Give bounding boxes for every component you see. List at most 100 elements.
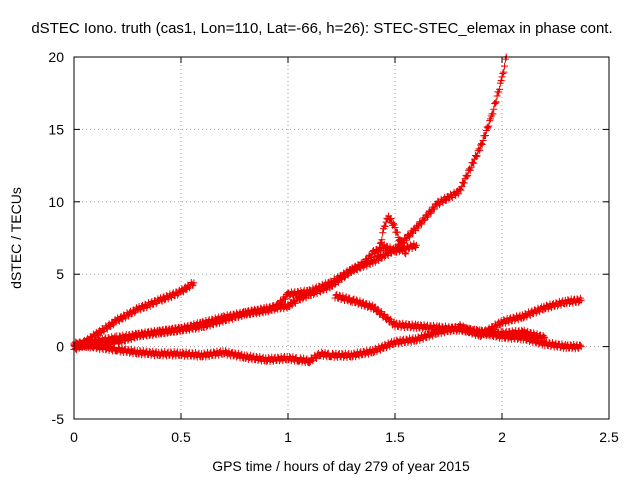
data-point — [475, 145, 483, 153]
data-point — [540, 333, 548, 341]
data-point — [577, 343, 585, 351]
data-point — [477, 140, 485, 148]
y-tick-label: 15 — [48, 121, 64, 137]
data-point — [491, 99, 499, 107]
data-point — [397, 237, 405, 245]
data-point — [472, 153, 480, 161]
data-point — [576, 341, 584, 349]
data-point — [492, 322, 500, 330]
data-point — [496, 85, 504, 93]
data-point — [182, 286, 190, 294]
data-point — [457, 186, 465, 194]
data-point — [118, 315, 126, 323]
data-series-7 — [455, 321, 549, 343]
data-point — [387, 215, 395, 223]
data-point — [381, 223, 389, 231]
y-tick-label: 10 — [48, 194, 64, 210]
data-point — [490, 105, 498, 113]
data-point — [188, 280, 196, 288]
data-point — [476, 146, 484, 154]
data-point — [379, 229, 387, 237]
data-point — [402, 250, 410, 258]
data-point — [477, 141, 485, 149]
data-point — [497, 77, 505, 85]
data-point — [478, 140, 486, 148]
plot-frame — [73, 56, 610, 420]
y-tick-label: -5 — [52, 411, 65, 427]
data-point — [406, 233, 414, 241]
data-point — [367, 254, 375, 262]
data-point — [391, 224, 399, 232]
data-point — [486, 117, 494, 125]
data-markers — [70, 53, 585, 367]
data-point — [485, 122, 493, 130]
data-point — [482, 132, 490, 140]
data-point — [395, 237, 403, 245]
y-tick-label: 20 — [48, 49, 64, 65]
x-tick-label: 0 — [70, 429, 78, 445]
axis-tick-labels: 0 0.5 1 1.5 2 2.5 -5 0 5 10 15 20 — [48, 49, 619, 445]
data-series-3 — [70, 240, 420, 351]
data-point — [486, 115, 494, 123]
data-point — [427, 209, 435, 217]
data-point — [418, 220, 426, 228]
y-axis-label: dSTEC / TECUs — [8, 187, 24, 289]
data-point — [454, 190, 462, 198]
data-point — [389, 220, 397, 228]
data-point — [489, 110, 497, 118]
data-point — [97, 329, 105, 337]
data-series-4 — [374, 212, 410, 261]
data-point — [469, 159, 477, 167]
x-tick-label: 2.5 — [599, 429, 619, 445]
data-point — [378, 236, 386, 244]
data-point — [400, 244, 408, 252]
grid-lines — [74, 57, 609, 419]
x-tick-label: 1 — [284, 429, 292, 445]
data-point — [484, 124, 492, 132]
y-tick-label: 5 — [56, 266, 64, 282]
data-point — [393, 228, 401, 236]
data-point — [467, 163, 475, 171]
data-point — [465, 165, 473, 173]
data-point — [493, 92, 501, 100]
data-point — [475, 330, 483, 338]
data-point — [460, 179, 468, 187]
data-point — [374, 253, 382, 261]
data-point — [412, 241, 420, 249]
chart-title: dSTEC Iono. truth (cas1, Lon=110, Lat=-6… — [31, 20, 612, 37]
data-point — [459, 178, 467, 186]
data-point — [577, 296, 585, 304]
data-series-1 — [70, 278, 198, 354]
x-tick-label: 2 — [498, 429, 506, 445]
data-point — [376, 239, 384, 247]
data-point — [417, 219, 425, 227]
data-point — [541, 334, 549, 342]
data-point — [398, 245, 406, 253]
y-tick-label: 0 — [56, 339, 64, 355]
data-point — [500, 68, 508, 76]
data-point — [466, 166, 474, 174]
data-point — [401, 249, 409, 257]
data-point — [190, 279, 198, 287]
data-point — [377, 308, 385, 316]
data-point — [473, 152, 481, 160]
data-point — [334, 276, 342, 284]
data-point — [375, 245, 383, 253]
x-axis-label: GPS time / hours of day 279 of year 2015 — [212, 458, 470, 474]
data-point — [420, 216, 428, 224]
data-point — [375, 251, 383, 259]
data-point — [492, 98, 500, 106]
data-point — [464, 171, 472, 179]
data-point — [498, 73, 506, 81]
data-point — [501, 62, 509, 70]
data-point — [380, 311, 388, 319]
data-series-6 — [331, 290, 585, 353]
data-point — [483, 123, 491, 131]
data-point — [463, 173, 471, 181]
data-point — [470, 159, 478, 167]
x-tick-label: 1.5 — [385, 429, 405, 445]
data-point — [499, 69, 507, 77]
axis-ticks — [73, 56, 610, 420]
data-point — [491, 100, 499, 108]
